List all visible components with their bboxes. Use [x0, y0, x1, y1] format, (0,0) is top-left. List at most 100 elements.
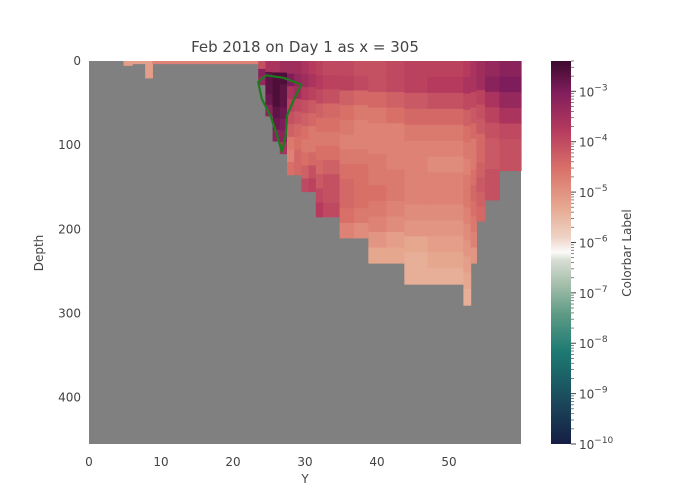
- contour-line: [257, 74, 303, 153]
- heatmap-cell: [287, 136, 295, 150]
- heatmap-cell: [427, 108, 464, 126]
- heatmap-cell: [339, 178, 355, 195]
- heatmap-cell: [353, 208, 369, 224]
- heatmap-cell: [308, 126, 317, 140]
- heatmap-cell: [368, 247, 387, 264]
- heatmap-cell: [368, 231, 387, 249]
- heatmap-cell: [287, 124, 295, 138]
- heatmap-cell: [315, 75, 324, 90]
- heatmap-cell: [308, 113, 317, 127]
- heatmap-cell: [368, 107, 387, 124]
- heatmap-cell: [272, 83, 281, 96]
- heatmap-cell: [308, 87, 317, 101]
- heatmap-cell: [485, 153, 500, 170]
- heatmap-cell: [427, 124, 464, 142]
- heatmap-cell: [265, 104, 274, 117]
- heatmap-cell: [272, 61, 281, 74]
- heatmap-cell: [323, 188, 341, 204]
- heatmap-cell: [476, 75, 486, 91]
- heatmap-cell: [315, 202, 324, 218]
- heatmap-cell: [308, 139, 317, 153]
- heatmap-cell: [145, 61, 153, 71]
- heatmap-cell: [132, 61, 146, 65]
- heatmap-cell: [404, 140, 428, 158]
- heatmap-cell: [301, 139, 310, 153]
- colorbar-tick-label: 10−5: [579, 184, 608, 200]
- heatmap-cell: [463, 126, 472, 143]
- heatmap-cell: [353, 149, 369, 165]
- heatmap-cell: [404, 188, 428, 205]
- heatmap-cell: [470, 185, 477, 202]
- heatmap-cell: [287, 149, 295, 163]
- heatmap-cell: [427, 204, 464, 221]
- heatmap-cell: [308, 178, 317, 193]
- heatmap-cell: [386, 216, 405, 233]
- heatmap-cell: [476, 177, 486, 193]
- heatmap-cell: [339, 134, 355, 150]
- heatmap-cell: [287, 61, 295, 75]
- heatmap-cell: [404, 92, 428, 110]
- heatmap-cell: [301, 113, 310, 127]
- heatmap-cell: [339, 193, 355, 209]
- heatmap-cell: [485, 107, 500, 124]
- heatmap-cell: [279, 130, 288, 143]
- heatmap-cell: [353, 90, 369, 106]
- heatmap-cell: [386, 76, 405, 93]
- heatmap-cell: [315, 61, 324, 76]
- heatmap-cell: [476, 191, 486, 207]
- heatmap-cell: [353, 164, 369, 180]
- heatmap-cell: [386, 169, 405, 186]
- heatmap-cell: [499, 61, 522, 78]
- heatmap-cell: [353, 75, 369, 92]
- heatmap-cell: [323, 202, 341, 218]
- heatmap-cell: [404, 268, 428, 285]
- x-tick-label: 50: [441, 455, 456, 469]
- heatmap-cell: [470, 231, 477, 249]
- heatmap-cell: [427, 172, 464, 190]
- heatmap-cell: [427, 76, 464, 94]
- heatmap-cell: [499, 76, 522, 93]
- heatmap-cell: [476, 133, 486, 149]
- heatmap-cell: [499, 107, 522, 125]
- colorbar-tick-label: 10−8: [579, 335, 608, 351]
- colorbar-tick-label: 10−4: [579, 134, 608, 150]
- heatmap-cell: [470, 169, 477, 186]
- heatmap-cell: [404, 172, 428, 190]
- heatmap-cell: [470, 154, 477, 171]
- heatmap-cell: [463, 109, 472, 127]
- heatmap-cell: [258, 68, 266, 78]
- heatmap-cell: [476, 90, 486, 106]
- heatmap-cell: [145, 69, 153, 79]
- colorbar: [551, 61, 571, 444]
- heatmap-cell: [427, 188, 464, 205]
- heatmap-cell: [301, 152, 310, 166]
- heatmap-cell: [258, 76, 266, 86]
- heatmap-cell: [427, 156, 464, 174]
- heatmap-cell: [368, 92, 387, 109]
- heatmap-cell: [427, 268, 464, 285]
- heatmap-cell: [323, 160, 341, 175]
- heatmap-cell: [368, 216, 387, 233]
- heatmap-cell: [404, 61, 428, 78]
- heatmap-cell: [279, 61, 288, 74]
- heatmap-cell: [315, 145, 324, 161]
- heatmap-cell: [301, 126, 310, 140]
- heatmap-cell: [463, 207, 472, 225]
- heatmap-cell: [323, 103, 341, 119]
- heatmap-cell: [485, 61, 500, 78]
- heatmap-cell: [301, 165, 310, 180]
- heatmap-cell: [353, 61, 369, 77]
- x-axis-label: Y: [300, 472, 309, 486]
- heatmap-cell: [463, 288, 472, 306]
- heatmap-cell: [315, 160, 324, 175]
- heatmap-cell: [485, 184, 500, 201]
- heatmap-cell: [476, 119, 486, 135]
- heatmap-cell: [308, 61, 317, 75]
- heatmap-cell: [470, 76, 477, 93]
- heatmap-cell: [476, 206, 486, 222]
- heatmap-cell: [353, 105, 369, 121]
- heatmap-cell: [339, 105, 355, 121]
- heatmap-cell: [470, 200, 477, 217]
- heatmap-cell: [463, 93, 472, 111]
- heatmap-cell: [470, 92, 477, 109]
